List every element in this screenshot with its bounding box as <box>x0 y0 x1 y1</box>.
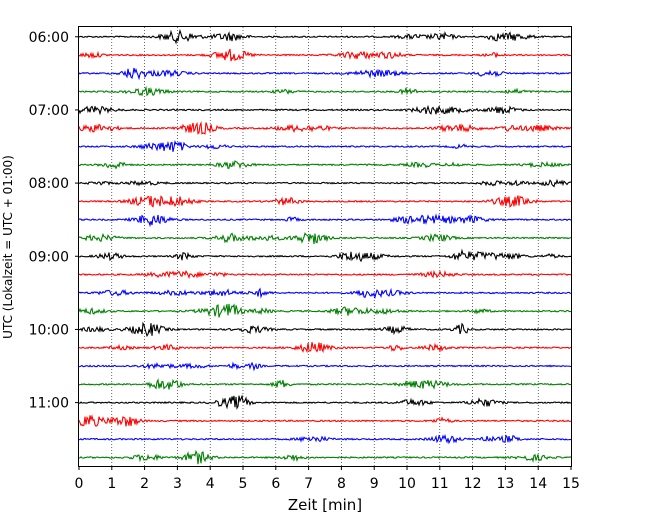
trace-0630 <box>78 67 572 81</box>
x-tick-label: 10 <box>398 476 416 492</box>
trace-0615 <box>78 48 572 62</box>
seismogram-traces <box>78 28 572 465</box>
trace-0600 <box>78 28 572 45</box>
trace-0815 <box>78 195 572 208</box>
trace-0945 <box>78 303 572 318</box>
y-axis-label: UTC (Lokalzeit = UTC + 01:00) <box>1 155 15 339</box>
trace-1045 <box>78 378 572 390</box>
y-tick-label: 07:00 <box>29 103 69 119</box>
y-tick-label: 06:00 <box>29 30 69 46</box>
x-tick-label: 14 <box>529 476 547 492</box>
x-tick-label: 7 <box>304 476 313 492</box>
x-tick-label: 8 <box>337 476 346 492</box>
trace-0800 <box>78 178 572 188</box>
x-tick-label: 5 <box>239 476 248 492</box>
trace-0830 <box>78 213 572 228</box>
x-tick-label: 4 <box>206 476 215 492</box>
x-tick-label: 12 <box>464 476 482 492</box>
trace-0915 <box>78 269 572 280</box>
trace-1000 <box>78 321 572 337</box>
trace-1030 <box>78 361 572 372</box>
y-tick-label: 11:00 <box>29 396 69 412</box>
y-tick-label: 10:00 <box>29 322 69 338</box>
trace-0845 <box>78 232 572 245</box>
trace-1145 <box>78 449 572 465</box>
x-tick-label: 6 <box>271 476 280 492</box>
plot-frame <box>78 26 572 467</box>
trace-0745 <box>78 160 572 170</box>
trace-1015 <box>78 342 572 354</box>
trace-0730 <box>78 139 572 152</box>
x-axis-label: Zeit [min] <box>288 496 362 514</box>
trace-0900 <box>78 248 572 263</box>
y-axis-ticks: 06:00 07:00 08:00 09:00 10:00 11:00 <box>29 30 79 412</box>
vertical-grid <box>111 27 539 466</box>
trace-0930 <box>78 287 572 300</box>
trace-0645 <box>78 85 572 97</box>
y-tick-label: 09:00 <box>29 249 69 265</box>
trace-0700 <box>78 104 572 116</box>
y-tick-label: 08:00 <box>29 176 69 192</box>
x-tick-label: 11 <box>431 476 449 492</box>
trace-0715 <box>78 121 572 135</box>
x-tick-label: 9 <box>370 476 379 492</box>
trace-1130 <box>78 434 572 445</box>
x-tick-label: 3 <box>173 476 182 492</box>
x-tick-label: 13 <box>496 476 514 492</box>
x-axis-ticks: 0 1 2 3 4 5 6 7 8 9 10 11 12 13 14 15 <box>75 466 580 492</box>
trace-1100 <box>78 394 572 410</box>
x-tick-label: 0 <box>75 476 84 492</box>
trace-1115 <box>78 414 572 427</box>
x-tick-label: 2 <box>140 476 149 492</box>
x-tick-label: 1 <box>107 476 116 492</box>
x-tick-label: 15 <box>562 476 580 492</box>
